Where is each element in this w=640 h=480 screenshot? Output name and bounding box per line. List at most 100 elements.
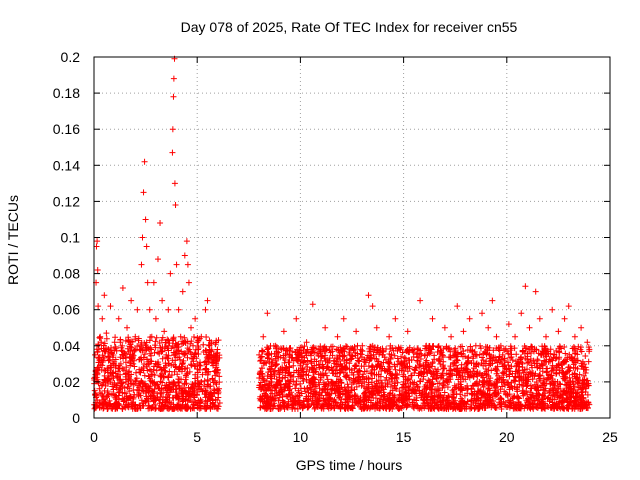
- data-point: [117, 339, 124, 346]
- data-point: [477, 345, 484, 352]
- data-point: [483, 365, 490, 372]
- data-point: [534, 356, 541, 363]
- data-point: [306, 384, 313, 391]
- data-point: [542, 405, 549, 412]
- data-point: [318, 354, 325, 361]
- data-point: [139, 387, 146, 394]
- data-point: [497, 402, 504, 409]
- data-point: [123, 364, 130, 371]
- data-point: [382, 377, 389, 384]
- data-point: [159, 334, 166, 341]
- data-point: [113, 403, 120, 410]
- data-point: [434, 387, 441, 394]
- data-point: [416, 350, 423, 357]
- data-point: [475, 382, 482, 389]
- data-point: [546, 398, 553, 405]
- data-point: [501, 363, 508, 370]
- data-point: [434, 380, 441, 387]
- data-point: [140, 346, 147, 353]
- data-point: [287, 351, 294, 358]
- data-point: [171, 180, 178, 187]
- data-point: [482, 343, 489, 350]
- data-point: [527, 355, 534, 362]
- data-point: [263, 378, 270, 385]
- data-point: [169, 405, 176, 412]
- data-point: [414, 384, 421, 391]
- data-point: [185, 279, 192, 286]
- data-point: [319, 403, 326, 410]
- data-point: [457, 386, 464, 393]
- data-point: [294, 405, 301, 412]
- data-point: [465, 354, 472, 361]
- data-point: [326, 347, 333, 354]
- data-point: [356, 358, 363, 365]
- data-point: [358, 363, 365, 370]
- data-point: [451, 386, 458, 393]
- data-point: [555, 385, 562, 392]
- data-point: [170, 381, 177, 388]
- data-point: [276, 369, 283, 376]
- data-point: [198, 333, 205, 340]
- data-point: [343, 372, 350, 379]
- data-point: [365, 374, 372, 381]
- data-point: [479, 310, 486, 317]
- data-point: [507, 368, 514, 375]
- data-point: [531, 383, 538, 390]
- data-point: [154, 390, 161, 397]
- data-point: [536, 372, 543, 379]
- data-point: [266, 382, 273, 389]
- data-point: [480, 400, 487, 407]
- data-point: [377, 379, 384, 386]
- data-point: [154, 256, 161, 263]
- data-point: [341, 384, 348, 391]
- data-point: [530, 399, 537, 406]
- data-point: [365, 376, 372, 383]
- data-point: [565, 405, 572, 412]
- data-point: [201, 377, 208, 384]
- data-point: [457, 391, 464, 398]
- data-point: [443, 343, 450, 350]
- data-point: [452, 351, 459, 358]
- data-point: [195, 337, 202, 344]
- data-point: [171, 352, 178, 359]
- data-point: [401, 402, 408, 409]
- data-point: [401, 360, 408, 367]
- data-point: [485, 382, 492, 389]
- data-point: [538, 395, 545, 402]
- data-point: [174, 371, 181, 378]
- data-point: [450, 394, 457, 401]
- data-point: [326, 355, 333, 362]
- data-point: [548, 404, 555, 411]
- data-point: [559, 368, 566, 375]
- data-point: [445, 376, 452, 383]
- data-point: [399, 349, 406, 356]
- data-point: [392, 366, 399, 373]
- data-point: [276, 377, 283, 384]
- data-point: [290, 362, 297, 369]
- data-point: [465, 371, 472, 378]
- data-point: [338, 366, 345, 373]
- data-point: [318, 404, 325, 411]
- data-point: [469, 355, 476, 362]
- data-point: [191, 334, 197, 341]
- data-point: [259, 365, 266, 372]
- data-point: [92, 351, 99, 358]
- data-point: [369, 391, 376, 398]
- data-point: [394, 355, 401, 362]
- data-point: [441, 389, 448, 396]
- data-point: [173, 348, 180, 355]
- data-point: [551, 364, 558, 371]
- data-point: [329, 379, 336, 386]
- data-point: [371, 371, 378, 378]
- data-point: [207, 392, 214, 399]
- data-point: [116, 365, 123, 372]
- data-point: [420, 362, 427, 369]
- data-point: [162, 368, 169, 375]
- data-point: [490, 347, 497, 354]
- data-point: [573, 374, 580, 381]
- data-point: [138, 397, 145, 404]
- data-point: [584, 377, 591, 384]
- data-point: [568, 353, 575, 360]
- data-point: [297, 360, 304, 367]
- data-point: [117, 385, 124, 392]
